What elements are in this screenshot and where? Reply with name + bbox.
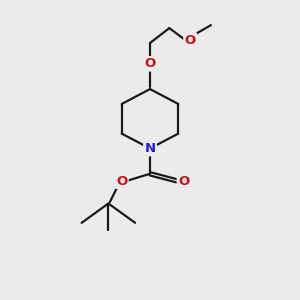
- Text: O: O: [178, 175, 189, 188]
- Text: O: O: [116, 175, 128, 188]
- Text: O: O: [144, 57, 156, 70]
- Text: N: N: [144, 142, 156, 155]
- Text: O: O: [184, 34, 196, 46]
